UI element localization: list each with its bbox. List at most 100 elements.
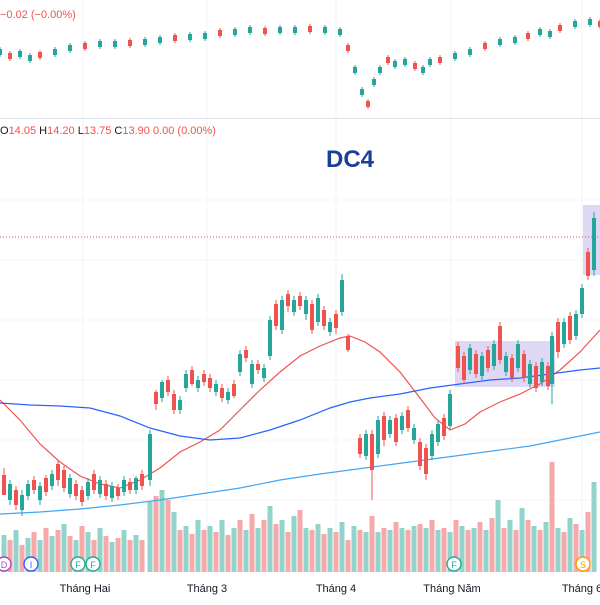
candle-body: [364, 434, 368, 456]
mini-candle-body: [498, 39, 502, 45]
volume-bar: [25, 538, 31, 572]
volume-bar: [195, 520, 201, 572]
volume-bar: [255, 528, 261, 572]
volume-bar: [483, 530, 489, 572]
candle-body: [334, 314, 338, 328]
volume-bar: [109, 542, 115, 572]
candle-body: [418, 442, 422, 466]
candle-body: [226, 392, 230, 400]
volume-bar: [393, 522, 399, 572]
volume-bar: [543, 522, 549, 572]
volume-bar: [225, 535, 231, 572]
volume-bar: [489, 518, 495, 572]
candle-body: [274, 304, 278, 326]
candle-body: [340, 280, 344, 312]
volume-bar: [591, 482, 597, 572]
candle-body: [20, 495, 24, 510]
candle-body: [292, 300, 296, 312]
volume-bar: [495, 500, 501, 572]
volume-bar: [441, 528, 447, 572]
volume-bar: [273, 524, 279, 572]
volume-bar: [357, 530, 363, 572]
candle-body: [394, 418, 398, 442]
mini-candle-body: [428, 59, 432, 65]
candle-body: [430, 434, 434, 456]
volume-bar: [423, 528, 429, 572]
volume-bar: [447, 532, 453, 572]
candle-body: [86, 482, 90, 496]
mini-candle-body: [28, 55, 32, 61]
mini-candle-body: [278, 27, 282, 33]
volume-bar: [213, 532, 219, 572]
mini-candle-body: [128, 40, 132, 46]
event-marker-circle: [446, 556, 462, 572]
mini-candle-body: [38, 52, 42, 58]
volume-bar: [55, 530, 61, 572]
low-value: 13.75: [83, 125, 112, 137]
candle-body: [462, 356, 466, 380]
volume-bar: [261, 520, 267, 572]
candle-body: [442, 418, 446, 436]
event-marker-circle: [70, 556, 86, 572]
volume-bar: [79, 526, 85, 572]
candle-body: [550, 336, 554, 384]
candle-body: [412, 428, 416, 440]
candle-body: [546, 366, 550, 386]
candle-body: [98, 480, 102, 494]
mini-candle-body: [372, 79, 376, 85]
mini-candle-body: [453, 53, 457, 59]
mini-candle-body: [588, 19, 592, 25]
mini-candle-body: [548, 31, 552, 37]
volume-bar: [405, 530, 411, 572]
volume-bar: [309, 530, 315, 572]
high-label: H: [39, 125, 48, 137]
highlight-box: [583, 205, 600, 275]
candle-body: [504, 356, 508, 372]
mini-candle-body: [83, 43, 87, 49]
candle-body: [456, 346, 460, 368]
candle-body: [80, 490, 84, 502]
volume-bar: [321, 534, 327, 572]
volume-bar: [363, 532, 369, 572]
low-label: L: [77, 125, 84, 137]
candle-body: [492, 344, 496, 366]
candle-body: [586, 252, 590, 276]
volume-bar: [133, 535, 139, 572]
volume-bar: [171, 512, 177, 572]
candle-body: [178, 400, 182, 410]
candle-body: [2, 475, 6, 495]
candle-body: [280, 300, 284, 330]
volume-bar: [49, 536, 55, 572]
mini-candle-body: [346, 45, 350, 51]
candle-body: [110, 486, 114, 498]
x-tick-label: Tháng 4: [316, 583, 356, 595]
candle-body: [184, 374, 188, 388]
candle-body: [172, 394, 176, 410]
candle-body: [534, 366, 538, 388]
candle-body: [92, 474, 96, 490]
candle-body: [298, 296, 302, 306]
candle-body: [166, 380, 170, 392]
open-value: 14.05: [8, 125, 37, 137]
event-marker: D: [0, 556, 12, 572]
candle-body: [116, 488, 120, 496]
candle-body: [358, 438, 362, 454]
mini-candle-body: [8, 53, 12, 59]
candle-body: [388, 420, 392, 434]
mini-candle-body: [468, 49, 472, 55]
event-marker-label: F: [90, 560, 96, 570]
volume-bar: [375, 532, 381, 572]
ohlc-legend: O14.05 H14.20 L13.75 C13.90 0.00 (0.00%): [0, 125, 216, 137]
volume-bar: [291, 516, 297, 572]
mini-candle-body: [323, 27, 327, 33]
candle-body: [38, 486, 42, 500]
volume-bar: [435, 530, 441, 572]
volume-bar: [327, 528, 333, 572]
volume-bar: [267, 506, 273, 572]
close-value: 13.90: [122, 125, 150, 137]
candle-body: [208, 378, 212, 388]
mini-candle-body: [366, 101, 370, 107]
mini-candle-body: [353, 67, 357, 73]
